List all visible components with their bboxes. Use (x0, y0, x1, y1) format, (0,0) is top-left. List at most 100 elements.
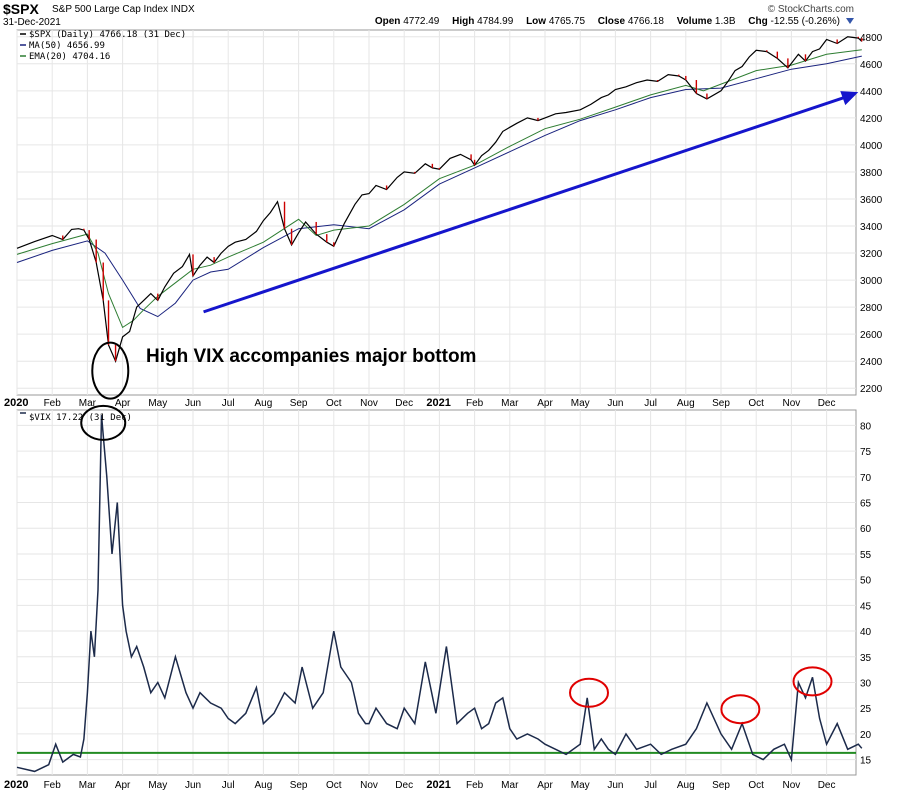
vix-xtick-label: Jun (607, 780, 623, 791)
price-panel: 2200 2400 2600 2800 3000 3200 3400 3600 3800 4000… (4, 29, 883, 409)
price-xtick-label: Apr (537, 398, 553, 409)
chart-header: $SPX S&P 500 Large Cap Index INDX 31-Dec… (0, 0, 900, 30)
price-ytick-label: 3600 (860, 195, 883, 206)
vix-xtick-label: Dec (818, 780, 836, 791)
legend-label: EMA(20) 4704.16 (29, 52, 110, 62)
vix-ytick-label: 40 (860, 627, 872, 638)
vix-spike-circle (792, 666, 833, 697)
vix-xtick-label: Nov (783, 780, 801, 791)
open-stat: Open 4772.49 (375, 16, 440, 27)
price-xtick-label: May (148, 398, 167, 409)
vix-spike-circle (720, 694, 761, 725)
vix-xtick-label: Apr (537, 780, 553, 791)
vix-panel: 15 20 25 30 35 40 45 50 55 60 65 70 75 80 $VIX 17.22 (… (4, 404, 872, 791)
price-ytick-label: 3000 (860, 276, 883, 287)
low-stat: Low 4765.75 (526, 16, 585, 27)
volume-value: 1.3B (714, 16, 736, 27)
price-ytick-label: 4400 (860, 87, 883, 98)
vix-xtick-label: Dec (395, 780, 413, 791)
high-stat: High 4784.99 (452, 16, 513, 27)
vix-xtick-label: Aug (677, 780, 695, 791)
vix-ytick-label: 65 (860, 499, 872, 510)
trend-arrow-head (840, 91, 859, 106)
high-value: 4784.99 (477, 16, 514, 27)
price-xtick-label: Apr (115, 398, 131, 409)
symbol-label: $SPX (3, 1, 39, 17)
close-value: 4766.18 (627, 16, 664, 27)
price-xtick-label: Oct (326, 398, 342, 409)
price-xtick-label: Aug (677, 398, 695, 409)
price-xtick-label: Jul (222, 398, 235, 409)
open-value: 4772.49 (403, 16, 440, 27)
vix-xtick-label: May (571, 780, 590, 791)
vix-xtick-label: 2021 (426, 779, 450, 791)
series-vix-line (16, 415, 863, 773)
vix-peak-circle (80, 404, 127, 441)
volume-label: Volume (676, 16, 713, 27)
price-xtick-label: Dec (818, 398, 836, 409)
vix-ytick-label: 20 (860, 730, 872, 741)
vix-xtick-label: Nov (360, 780, 378, 791)
dropdown-triangle-icon[interactable] (846, 18, 854, 24)
vix-legend-label: $VIX 17.22 (31 Dec) (29, 413, 132, 423)
trend-arrow-line (203, 94, 849, 314)
vix-xtick-label: Jul (222, 780, 235, 791)
vix-ytick-label: 30 (860, 678, 872, 689)
price-xtick-label: Jun (607, 398, 623, 409)
price-ytick-label: 3800 (860, 168, 883, 179)
price-xtick-label: 2020 (4, 397, 28, 409)
symbol-name: S&P 500 Large Cap Index INDX (52, 4, 195, 15)
vix-frame (16, 409, 857, 776)
vix-spike-circle (569, 677, 609, 708)
open-label: Open (374, 16, 401, 27)
vix-xtick-label: Sep (712, 780, 730, 791)
volume-stat: Volume 1.3B (677, 16, 736, 27)
chart-date: 31-Dec-2021 (3, 17, 61, 28)
vix-xtick-label: Mar (79, 780, 97, 791)
close-stat: Close 4766.18 (598, 16, 664, 27)
chg-value: -12.55 (-0.26%) (770, 16, 840, 27)
chg-label: Chg (748, 16, 768, 27)
chg-stat: Chg -12.55 (-0.26%) (748, 16, 840, 27)
annotation-text: High VIX accompanies major bottom (146, 346, 476, 367)
exchange-label: INDX (170, 4, 195, 15)
vix-ytick-label: 55 (860, 550, 872, 561)
ohlc-summary: Open 4772.49 High 4784.99 Low 4765.75 Cl… (375, 16, 840, 27)
price-xtick-label: Feb (44, 398, 62, 409)
vix-xtick-label: Sep (290, 780, 308, 791)
price-xtick-label: Jul (644, 398, 657, 409)
vix-xtick-label: Apr (115, 780, 131, 791)
price-xtick-label: Sep (712, 398, 730, 409)
price-ytick-label: 2200 (860, 384, 883, 395)
vix-ytick-label: 15 (860, 756, 872, 767)
vix-xtick-label: Feb (44, 780, 62, 791)
vix-ytick-label: 45 (860, 601, 872, 612)
vix-ytick-label: 35 (860, 653, 872, 664)
vix-xtick-label: May (148, 780, 167, 791)
vix-ytick-label: 70 (860, 473, 872, 484)
price-xtick-label: Dec (395, 398, 413, 409)
vix-ytick-label: 60 (860, 524, 872, 535)
stockcharts-credit: © StockCharts.com (767, 4, 854, 15)
price-xtick-label: Nov (783, 398, 801, 409)
price-ytick-label: 2400 (860, 357, 883, 368)
legend-label: $SPX (Daily) 4766.18 (31 Dec) (29, 30, 186, 40)
vix-ytick-label: 75 (860, 447, 872, 458)
price-xtick-label: 2021 (426, 397, 450, 409)
bottom-circle (91, 341, 130, 400)
price-xtick-label: Sep (290, 398, 308, 409)
price-xtick-label: Mar (501, 398, 519, 409)
price-ytick-label: 4600 (860, 60, 883, 71)
price-xtick-label: Oct (748, 398, 764, 409)
vix-xtick-label: Jun (185, 780, 201, 791)
price-xtick-label: Mar (79, 398, 97, 409)
vix-xtick-label: Jul (644, 780, 657, 791)
vix-xtick-label: 2020 (4, 779, 28, 791)
price-xtick-label: Nov (360, 398, 378, 409)
low-label: Low (526, 16, 547, 27)
series-spx-line (16, 36, 863, 363)
vix-ytick-label: 25 (860, 704, 872, 715)
price-ytick-label: 2800 (860, 303, 883, 314)
price-ytick-label: 4800 (860, 33, 883, 44)
vix-xtick-label: Oct (326, 780, 342, 791)
